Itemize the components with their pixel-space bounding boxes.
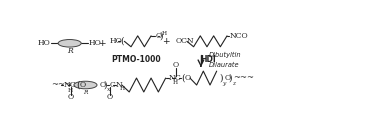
Text: ): ) xyxy=(103,80,107,90)
Text: ~~~: ~~~ xyxy=(233,74,254,82)
Text: Dibutyltin: Dibutyltin xyxy=(209,52,241,58)
Text: OCN: OCN xyxy=(175,37,194,45)
Text: H: H xyxy=(67,88,73,94)
Text: N: N xyxy=(169,74,176,82)
Text: H: H xyxy=(172,80,178,84)
Text: N: N xyxy=(64,81,70,89)
Text: O: O xyxy=(107,93,113,101)
Text: x: x xyxy=(107,87,110,92)
Text: ): ) xyxy=(219,74,223,83)
Text: O: O xyxy=(156,32,162,40)
Text: O: O xyxy=(100,81,105,89)
Text: ): ) xyxy=(229,74,232,83)
Text: HO: HO xyxy=(38,39,51,47)
Text: +: + xyxy=(162,37,169,46)
Text: O: O xyxy=(224,74,230,82)
Text: R: R xyxy=(83,90,88,95)
Text: O: O xyxy=(185,74,191,82)
Text: ~~~: ~~~ xyxy=(51,81,73,89)
Text: H: H xyxy=(120,86,125,91)
Text: O: O xyxy=(67,93,74,101)
Text: C: C xyxy=(175,74,181,82)
Text: (: ( xyxy=(181,74,185,83)
Text: O: O xyxy=(172,61,179,69)
Text: H: H xyxy=(162,31,167,36)
Text: HDI: HDI xyxy=(201,55,216,64)
Text: (: ( xyxy=(76,80,80,90)
Text: O: O xyxy=(80,81,86,89)
Text: ): ) xyxy=(160,31,163,40)
Text: N: N xyxy=(116,81,123,89)
Text: PTMO-1000: PTMO-1000 xyxy=(111,55,161,64)
Text: NCO: NCO xyxy=(230,32,249,40)
Circle shape xyxy=(58,39,81,47)
Text: z: z xyxy=(232,80,235,86)
Circle shape xyxy=(74,81,97,89)
Text: Dilaurate: Dilaurate xyxy=(209,62,239,68)
Text: C: C xyxy=(109,81,115,89)
Text: C: C xyxy=(70,81,75,89)
Text: HO: HO xyxy=(110,37,123,45)
Text: +: + xyxy=(98,39,106,48)
Text: (: ( xyxy=(121,37,124,46)
Text: y: y xyxy=(222,80,225,86)
Text: R: R xyxy=(67,47,73,55)
Text: HO: HO xyxy=(89,39,101,47)
